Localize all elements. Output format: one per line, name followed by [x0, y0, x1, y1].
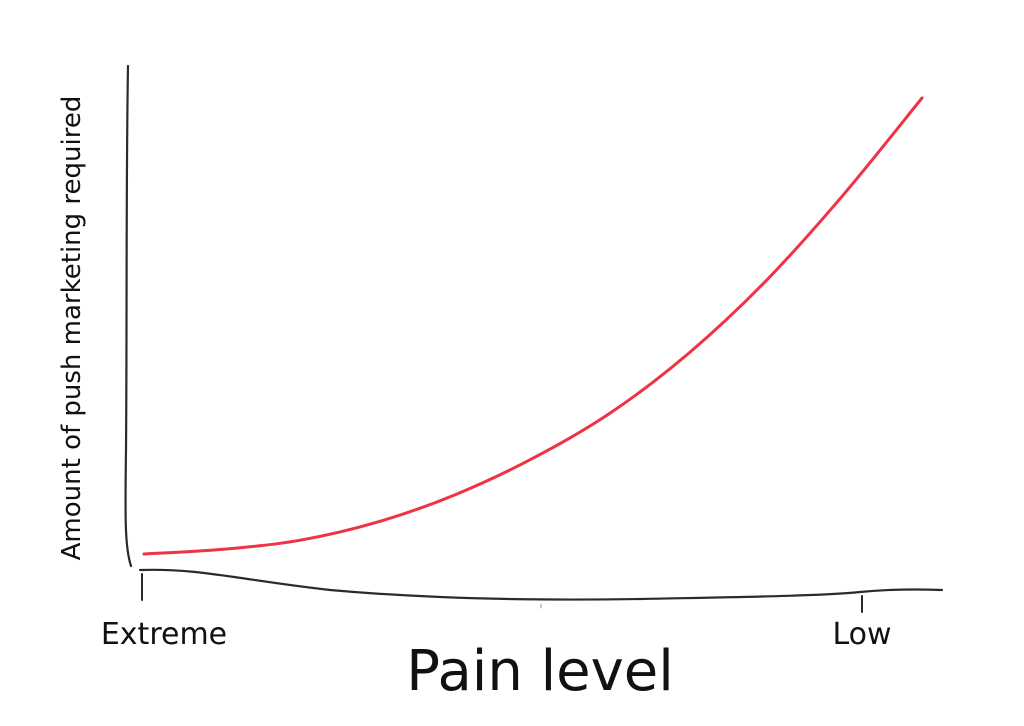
- y-axis-title: Amount of push marketing required: [57, 96, 87, 561]
- series-line-0: [142, 96, 924, 556]
- x-axis-line: [138, 568, 944, 601]
- series-layer: [142, 96, 924, 556]
- x-tick-label-low: Low: [832, 617, 891, 652]
- x-axis-title: Pain level: [406, 639, 674, 704]
- y-axis-line: [124, 64, 133, 568]
- x-tick-label-extreme: Extreme: [101, 617, 227, 652]
